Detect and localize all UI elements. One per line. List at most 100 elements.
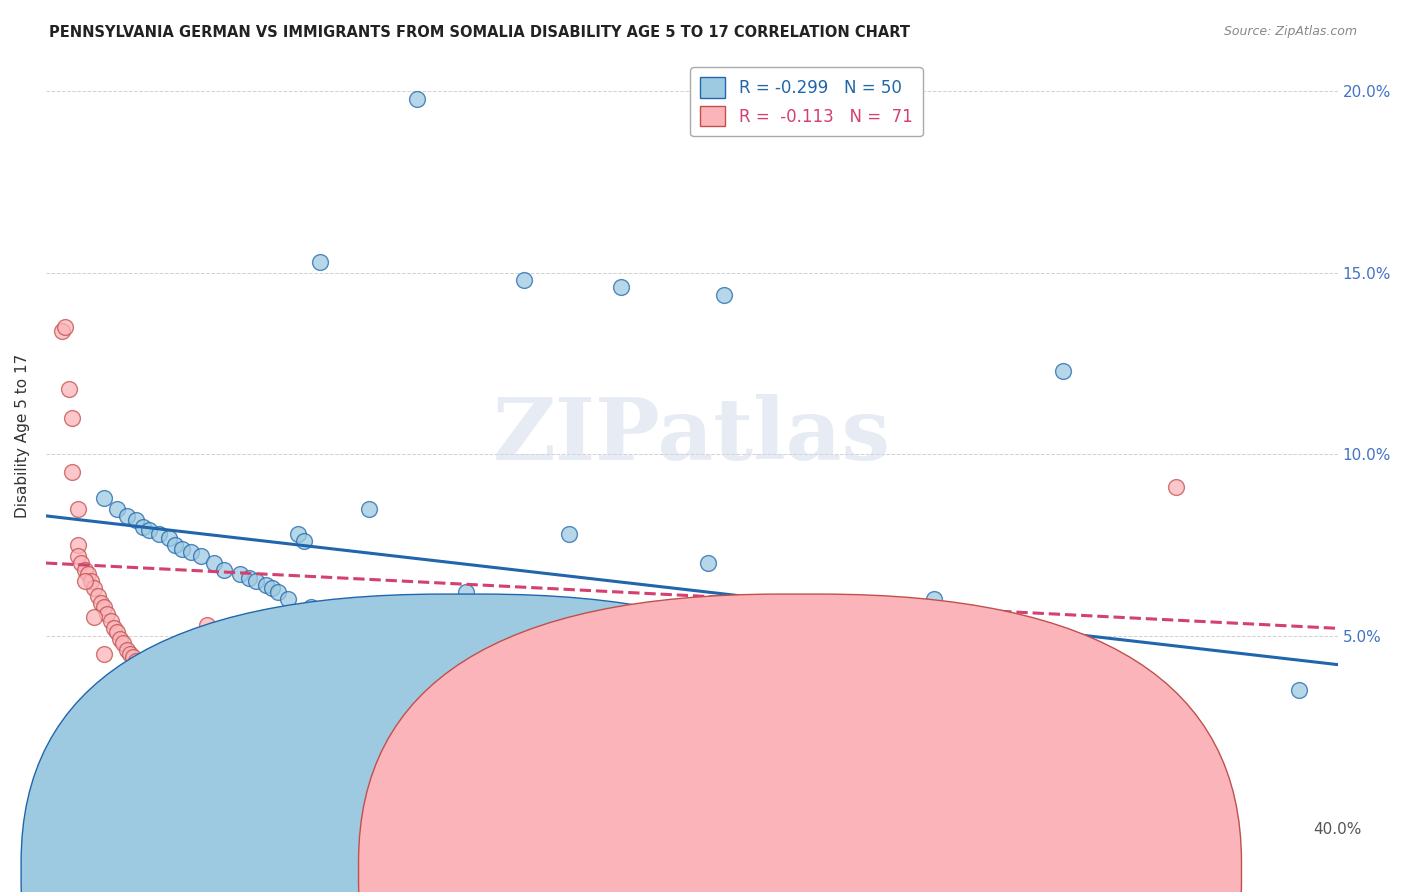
Point [1166, 480, 1188, 494]
Point [157, 694, 180, 708]
Point [93, 647, 115, 661]
Point [623, 629, 645, 643]
Point [215, 738, 238, 752]
Point [170, 708, 193, 723]
Point [292, 534, 315, 549]
Point [157, 531, 180, 545]
Point [177, 712, 200, 726]
Point [277, 592, 299, 607]
Point [357, 501, 380, 516]
Point [745, 738, 768, 752]
Point [299, 599, 322, 614]
Point [332, 610, 354, 624]
Point [70, 556, 93, 570]
Point [160, 698, 183, 712]
Point [60, 411, 83, 425]
Legend: R = -0.299   N = 50, R =  -0.113   N =  71: R = -0.299 N = 50, R = -0.113 N = 71 [690, 67, 922, 136]
Point [180, 545, 202, 559]
Point [122, 650, 145, 665]
Text: Source: ZipAtlas.com: Source: ZipAtlas.com [1223, 25, 1357, 38]
Point [138, 672, 160, 686]
Point [141, 675, 163, 690]
Point [86, 589, 108, 603]
Text: ZIPatlas: ZIPatlas [494, 394, 891, 478]
Point [292, 770, 315, 784]
Point [67, 538, 90, 552]
Point [209, 734, 232, 748]
Point [125, 512, 148, 526]
Point [83, 582, 105, 596]
Point [422, 636, 444, 650]
Point [222, 741, 245, 756]
Point [406, 796, 429, 810]
Point [150, 687, 173, 701]
Point [697, 556, 720, 570]
Point [60, 466, 83, 480]
Point [422, 799, 444, 814]
Point [165, 701, 187, 715]
Point [148, 683, 170, 698]
Point [67, 549, 90, 563]
Point [100, 614, 122, 628]
Point [810, 647, 832, 661]
Point [454, 585, 477, 599]
Point [202, 556, 225, 570]
Point [406, 92, 429, 106]
Point [118, 647, 141, 661]
Point [922, 592, 945, 607]
Point [610, 280, 633, 294]
Point [165, 538, 187, 552]
Point [319, 603, 342, 617]
Point [229, 617, 252, 632]
Text: PENNSYLVANIA GERMAN VS IMMIGRANTS FROM SOMALIA DISABILITY AGE 5 TO 17 CORRELATIO: PENNSYLVANIA GERMAN VS IMMIGRANTS FROM S… [49, 25, 910, 40]
Point [212, 563, 235, 577]
Point [486, 599, 509, 614]
Point [190, 719, 212, 733]
Point [267, 585, 290, 599]
Point [229, 566, 252, 581]
Point [374, 629, 396, 643]
Point [73, 563, 96, 577]
Point [112, 636, 135, 650]
Point [105, 501, 128, 516]
Point [53, 320, 76, 334]
Point [254, 578, 277, 592]
Point [583, 621, 606, 635]
Point [858, 654, 880, 668]
Point [1288, 683, 1310, 698]
Point [254, 752, 277, 766]
Point [270, 759, 292, 773]
Y-axis label: Disability Age 5 to 17: Disability Age 5 to 17 [15, 354, 30, 518]
Point [197, 617, 219, 632]
Point [132, 665, 155, 679]
Point [245, 574, 267, 589]
Point [105, 624, 128, 639]
Point [93, 599, 115, 614]
Point [77, 566, 100, 581]
Point [536, 610, 558, 624]
Point [103, 621, 125, 635]
Point [309, 255, 332, 269]
Point [260, 582, 283, 596]
Point [238, 570, 260, 584]
Point [67, 501, 90, 516]
Point [357, 784, 380, 798]
Point [342, 780, 364, 795]
Point [389, 792, 412, 806]
Point [245, 748, 267, 763]
Point [202, 730, 225, 744]
Point [190, 549, 212, 563]
Point [83, 610, 105, 624]
Point [167, 705, 190, 719]
Point [135, 668, 157, 682]
Point [558, 527, 581, 541]
Point [115, 508, 138, 523]
Point [110, 632, 132, 647]
Point [51, 324, 73, 338]
Point [513, 273, 536, 287]
Point [1052, 364, 1074, 378]
Point [132, 520, 155, 534]
Point [90, 596, 112, 610]
Point [183, 715, 205, 730]
Point [389, 629, 412, 643]
